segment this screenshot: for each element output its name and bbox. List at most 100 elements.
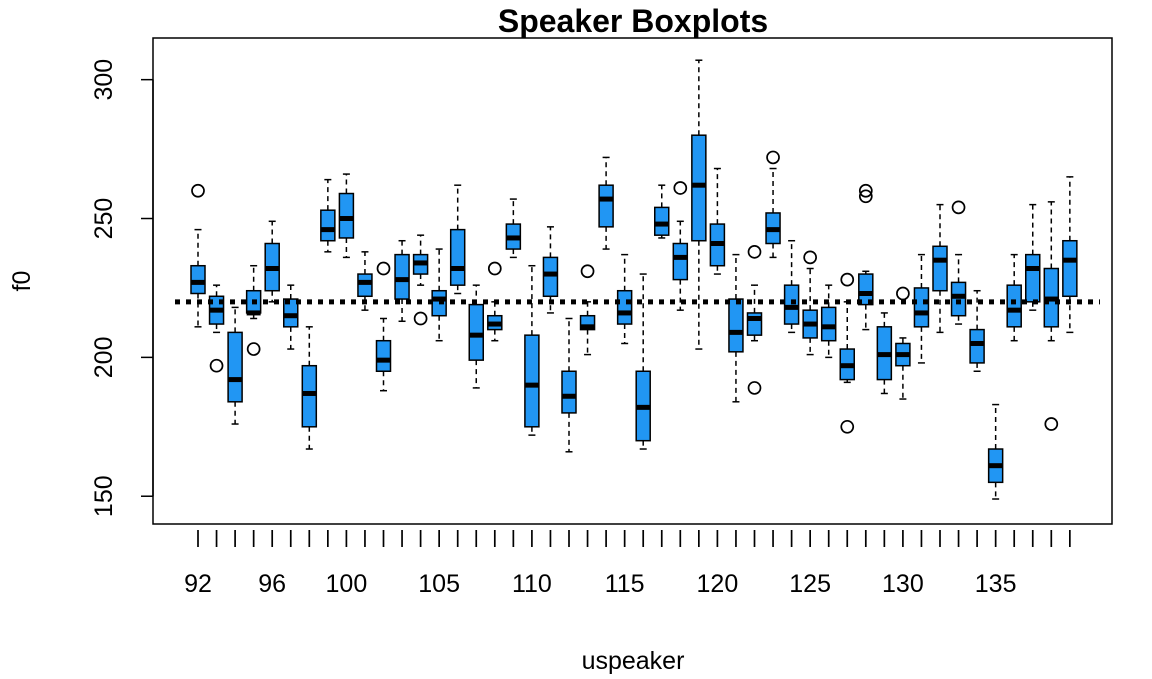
box-iqr bbox=[672, 242, 689, 281]
box-group bbox=[858, 183, 874, 331]
y-axis-label: f0 bbox=[8, 271, 36, 292]
box-group bbox=[561, 317, 577, 453]
x-axis: 92 96 100 105 110 115 120 125 130 135 bbox=[184, 530, 1071, 598]
box-iqr bbox=[338, 192, 355, 239]
box-group bbox=[412, 234, 429, 326]
box-iqr bbox=[357, 273, 373, 298]
outlier-point bbox=[673, 181, 688, 195]
box-iqr bbox=[616, 289, 633, 325]
outlier-point bbox=[766, 150, 780, 165]
outlier-point bbox=[246, 342, 261, 356]
box-group bbox=[1043, 201, 1060, 431]
y-tick-label: 300 bbox=[90, 59, 118, 101]
x-tick-label: 120 bbox=[697, 570, 739, 598]
box-group bbox=[616, 253, 633, 345]
x-axis-label: uspeaker bbox=[582, 647, 685, 675]
box-group bbox=[950, 200, 967, 325]
box-iqr bbox=[449, 228, 466, 286]
box-group bbox=[1025, 203, 1041, 311]
box-group bbox=[245, 264, 262, 356]
x-tick-label: 135 bbox=[975, 570, 1017, 598]
outlier-point bbox=[747, 244, 762, 259]
chart-title: Speaker Boxplots bbox=[498, 3, 768, 39]
box-group bbox=[579, 264, 596, 356]
box-iqr bbox=[820, 306, 837, 342]
box-group bbox=[208, 284, 225, 373]
box-group bbox=[487, 261, 503, 342]
box-iqr bbox=[301, 364, 318, 428]
box-group bbox=[598, 156, 614, 250]
box-group bbox=[895, 286, 911, 400]
box-iqr bbox=[227, 331, 243, 403]
box-group bbox=[691, 59, 707, 350]
outlier-point bbox=[1044, 417, 1059, 431]
box-group bbox=[449, 184, 466, 295]
box-group bbox=[746, 244, 763, 395]
box-iqr bbox=[283, 298, 299, 328]
outlier-point bbox=[803, 250, 818, 265]
box-group bbox=[913, 253, 930, 364]
y-axis: 150 200 250 300 bbox=[90, 59, 154, 517]
box-iqr bbox=[913, 287, 930, 328]
box-group bbox=[709, 167, 726, 275]
outlier-point bbox=[376, 261, 391, 276]
box-group bbox=[320, 178, 336, 253]
outlier-point bbox=[858, 183, 873, 198]
box-group bbox=[338, 173, 355, 259]
outlier-point bbox=[858, 189, 873, 204]
y-tick-label: 150 bbox=[90, 475, 118, 517]
box-iqr bbox=[394, 253, 410, 300]
box-group bbox=[283, 284, 299, 350]
box-group bbox=[524, 264, 540, 436]
outlier-point bbox=[413, 311, 428, 326]
box-iqr bbox=[969, 328, 985, 364]
box-group bbox=[357, 251, 373, 311]
box-iqr bbox=[858, 273, 874, 306]
box-group bbox=[431, 248, 447, 342]
box-iqr bbox=[950, 281, 967, 317]
box-group bbox=[802, 250, 818, 356]
box-group bbox=[783, 239, 800, 334]
x-tick-label: 96 bbox=[258, 570, 286, 598]
box-group bbox=[1062, 176, 1078, 334]
box-iqr bbox=[468, 303, 484, 361]
box-group bbox=[264, 220, 280, 303]
box-iqr bbox=[691, 134, 707, 242]
box-group bbox=[672, 181, 689, 311]
outlier-point bbox=[209, 358, 224, 373]
box-group bbox=[969, 289, 985, 373]
box-iqr bbox=[320, 209, 336, 242]
box-iqr bbox=[190, 264, 206, 295]
box-group bbox=[987, 403, 1004, 500]
box-iqr bbox=[598, 184, 614, 228]
box-group bbox=[190, 183, 206, 328]
box-group bbox=[654, 184, 670, 239]
box-group bbox=[542, 226, 559, 314]
box-group bbox=[1006, 253, 1022, 342]
x-tick-label: 105 bbox=[418, 570, 460, 598]
box-group bbox=[876, 312, 893, 395]
outlier-point bbox=[951, 200, 966, 215]
box-iqr bbox=[1006, 284, 1022, 328]
box-group bbox=[505, 198, 522, 259]
box-iqr bbox=[654, 206, 670, 236]
box-group bbox=[728, 253, 744, 403]
box-iqr bbox=[1062, 239, 1078, 298]
box-group bbox=[301, 326, 318, 450]
x-tick-label: 110 bbox=[512, 570, 552, 598]
boxes-layer bbox=[190, 59, 1078, 500]
box-group bbox=[394, 239, 410, 323]
y-tick-label: 200 bbox=[90, 337, 118, 379]
box-iqr bbox=[783, 284, 800, 325]
box-group bbox=[468, 284, 484, 389]
box-iqr bbox=[542, 256, 559, 298]
box-group bbox=[839, 272, 855, 434]
x-tick-label: 92 bbox=[184, 570, 212, 598]
box-group bbox=[227, 306, 243, 425]
box-iqr bbox=[1025, 253, 1041, 303]
box-iqr bbox=[375, 339, 392, 373]
box-group bbox=[765, 150, 781, 259]
outlier-point bbox=[840, 419, 855, 434]
x-tick-label: 125 bbox=[789, 570, 831, 598]
box-iqr bbox=[728, 298, 744, 353]
